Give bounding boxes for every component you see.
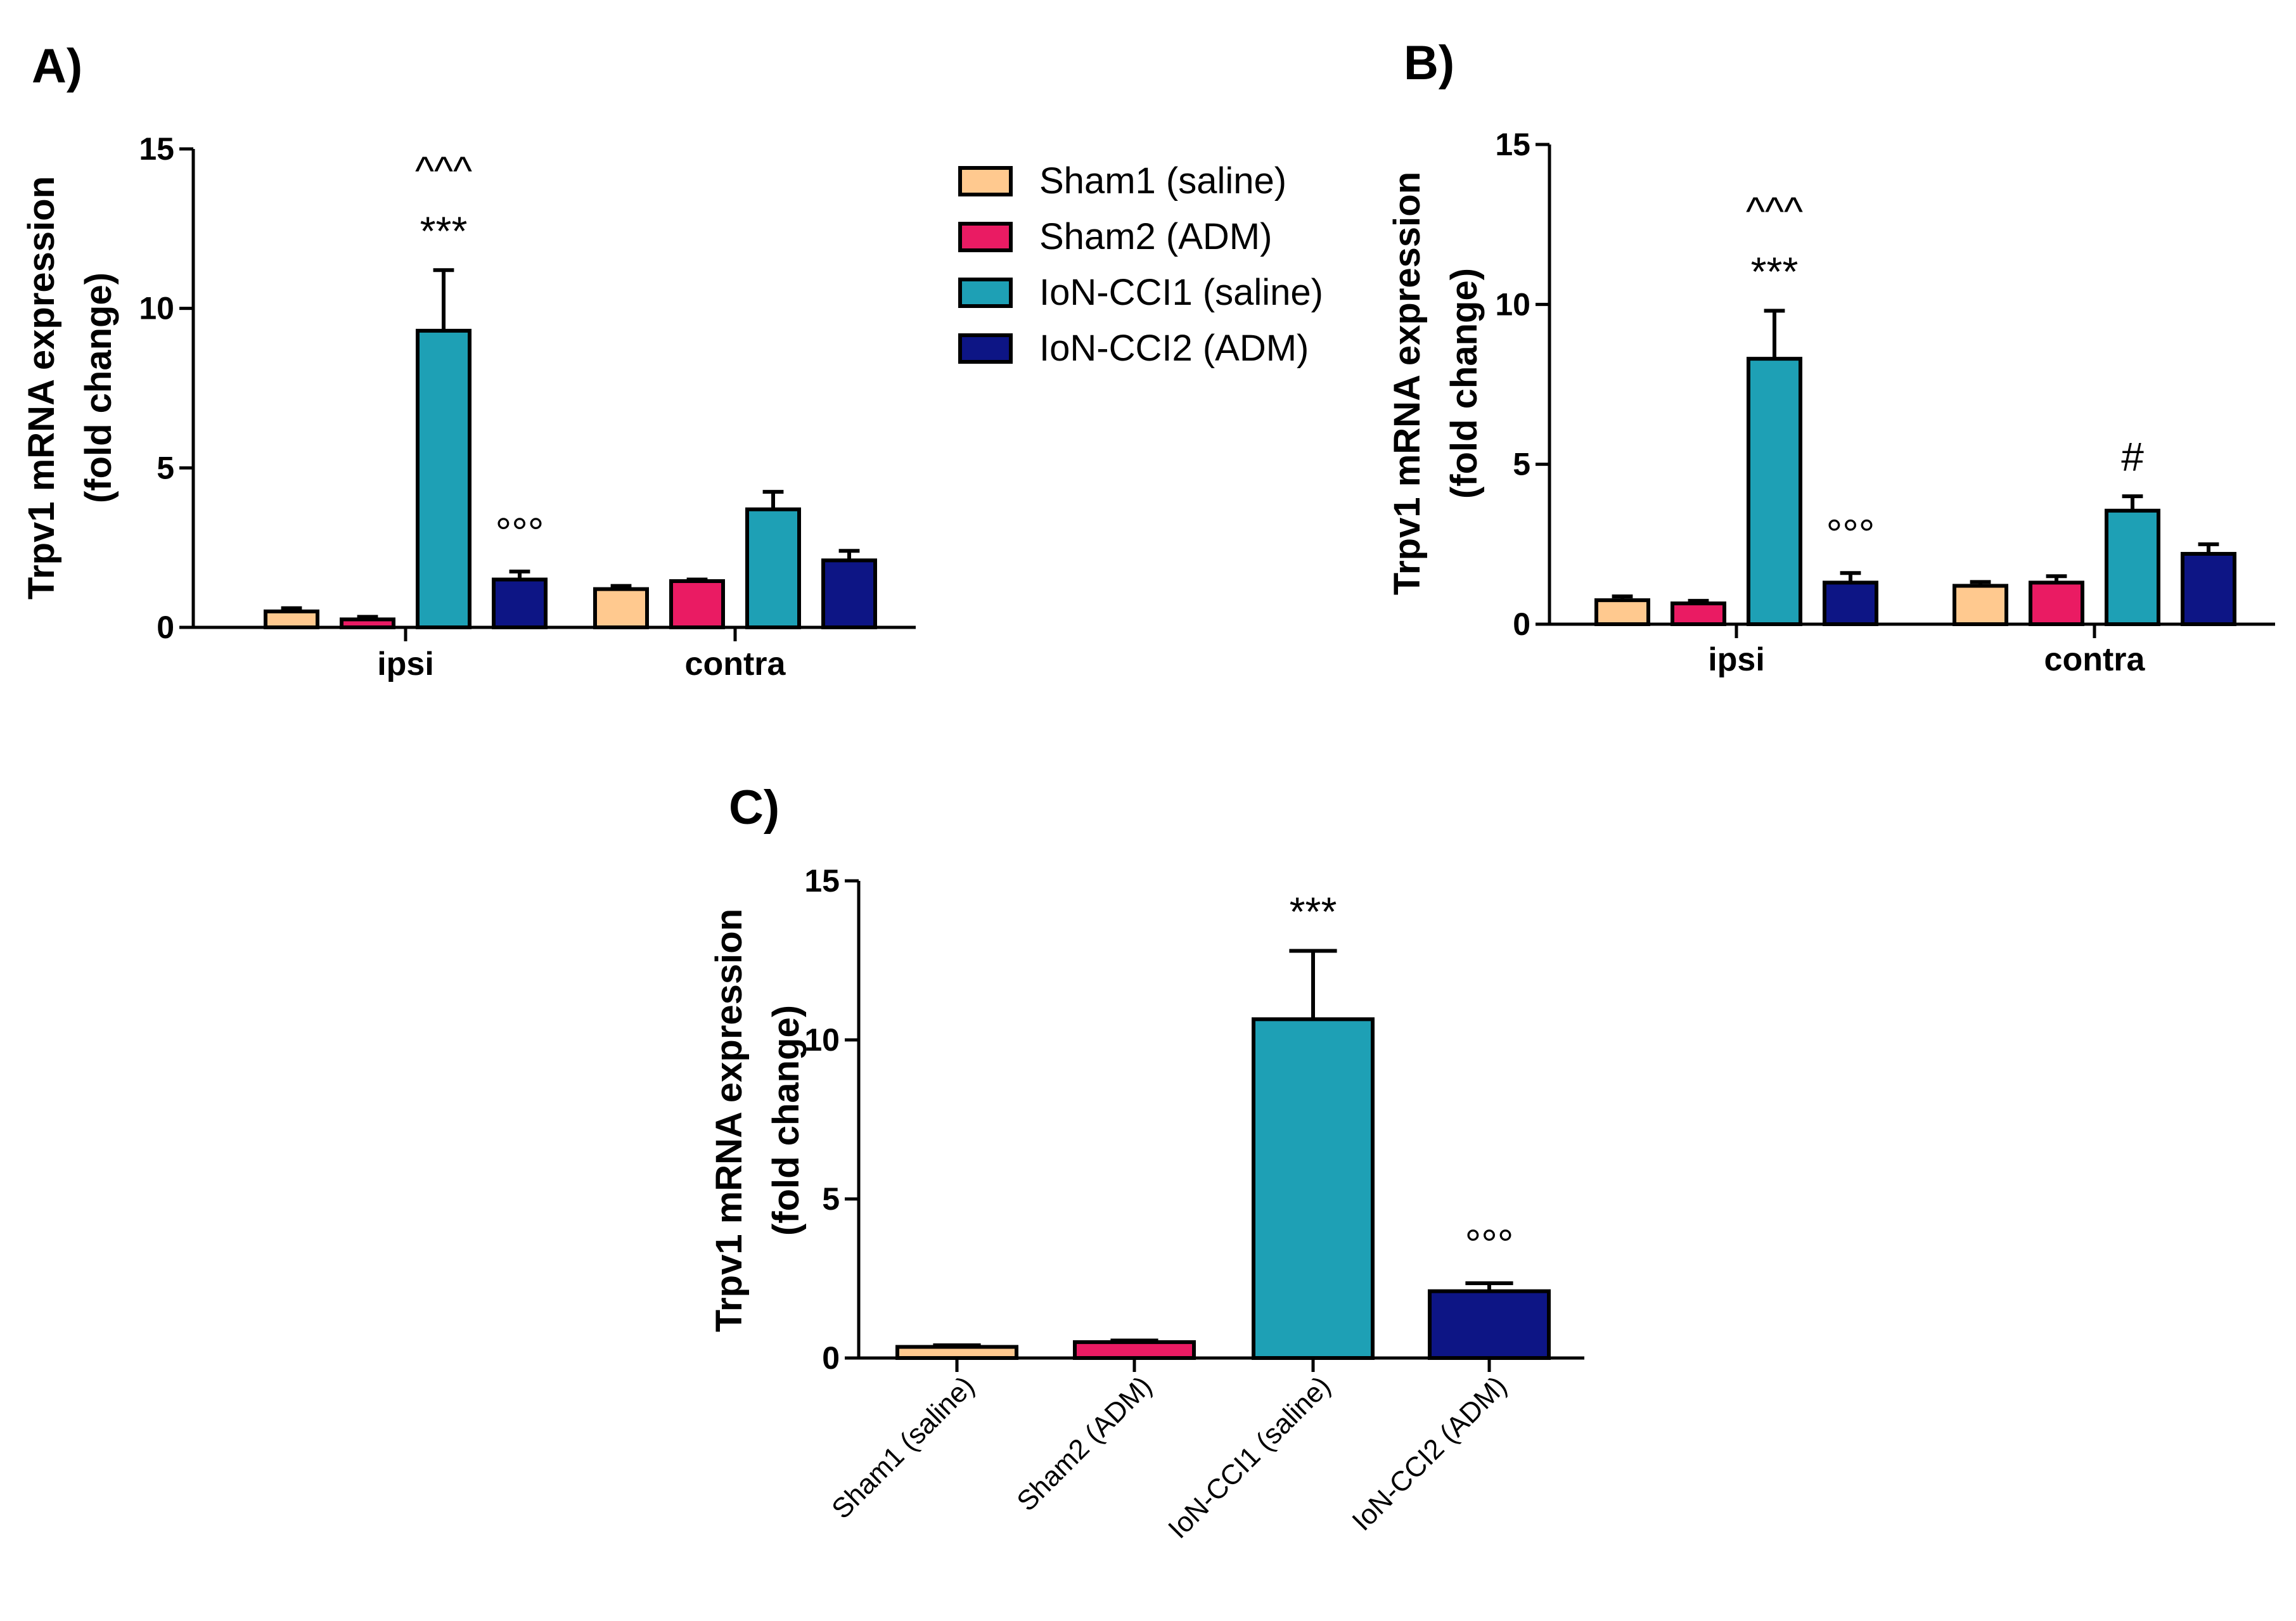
significance-annotation: °°° [496,509,544,555]
panel-label: C) [729,781,779,835]
y-tick-label: 5 [822,1181,840,1217]
significance-annotation: ^^^ [415,148,472,193]
x-category-label: Sham2 (ADM) [1011,1370,1158,1517]
bar [264,609,319,629]
legend-label: IoN-CCI2 (ADM) [1039,328,1309,369]
y-tick-label: 10 [1495,286,1530,322]
bar [2029,580,2084,626]
bar [821,558,877,629]
panel-b: B) Trpv1 mRNA expression (fold change) 0 5 10… [1387,36,2275,678]
bar [1428,1289,1551,1360]
y-tick-label: 15 [139,131,174,167]
y-tick-label: 5 [157,450,174,485]
significance-annotation: # [2121,434,2144,480]
significance-annotation: *** [1290,888,1337,934]
significance-annotation: *** [1751,248,1799,294]
y-tick-label: 0 [822,1340,840,1376]
bar [492,577,548,629]
significance-annotation: °°° [1465,1221,1514,1267]
legend-swatch [958,278,1013,308]
legend-swatch [958,166,1013,196]
y-tick-label: 0 [157,610,174,645]
y-tick-label: 10 [139,291,174,326]
bar [1823,580,1878,626]
x-category-label: ipsi [377,646,434,682]
bar [1747,357,1802,626]
bar [2181,551,2236,626]
y-tick-label: 5 [1513,447,1530,482]
legend-label: Sham1 (saline) [1039,160,1286,202]
bar [745,507,801,629]
bar [1073,1340,1196,1360]
y-tick-label: 15 [804,863,840,899]
panel-label: A) [32,39,82,93]
bar [593,587,649,629]
x-category-label: Sham1 (saline) [826,1370,980,1525]
bar [669,579,725,629]
bar [1252,1017,1375,1360]
significance-annotation: °°° [1826,511,1875,556]
legend: Sham1 (saline) Sham2 (ADM) IoN-CCI1 (salin… [958,160,1323,369]
x-category-label: IoN-CCI2 (ADM) [1346,1370,1513,1537]
bar [416,328,471,630]
bar [2105,508,2160,626]
y-axis-title: Trpv1 mRNA expression [709,909,750,1332]
y-axis-title: (fold change) [78,272,119,503]
bar [1953,584,2008,627]
panel-label: B) [1404,36,1454,90]
y-axis-title: Trpv1 mRNA expression [1387,172,1428,595]
legend-label: IoN-CCI1 (saline) [1039,272,1323,313]
y-tick-label: 15 [1495,127,1530,162]
x-category-label: contra [2044,641,2146,678]
y-axis-title: (fold change) [1444,268,1485,499]
y-axis-title: Trpv1 mRNA expression [21,176,62,599]
x-category-label: ipsi [1708,641,1765,678]
bar [340,617,395,630]
legend-label: Sham2 (ADM) [1039,216,1272,257]
y-axis-title: (fold change) [766,1005,807,1236]
y-tick-label: 0 [1513,606,1530,642]
panel-c: C) Trpv1 mRNA expression (fold change) 0 5 10… [709,781,1584,1544]
panel-a: A) Trpv1 mRNA expression (fold change) 0 5 10… [21,39,916,682]
bar [1671,601,1726,626]
significance-annotation: ^^^ [1746,188,1803,234]
significance-annotation: *** [420,208,468,253]
x-category-label: contra [685,646,786,682]
bar [895,1345,1018,1360]
x-category-label: IoN-CCI1 (saline) [1162,1370,1337,1544]
legend-swatch [958,333,1013,364]
legend-swatch [958,222,1013,252]
bar [1594,598,1650,627]
y-tick-label: 10 [804,1022,840,1058]
